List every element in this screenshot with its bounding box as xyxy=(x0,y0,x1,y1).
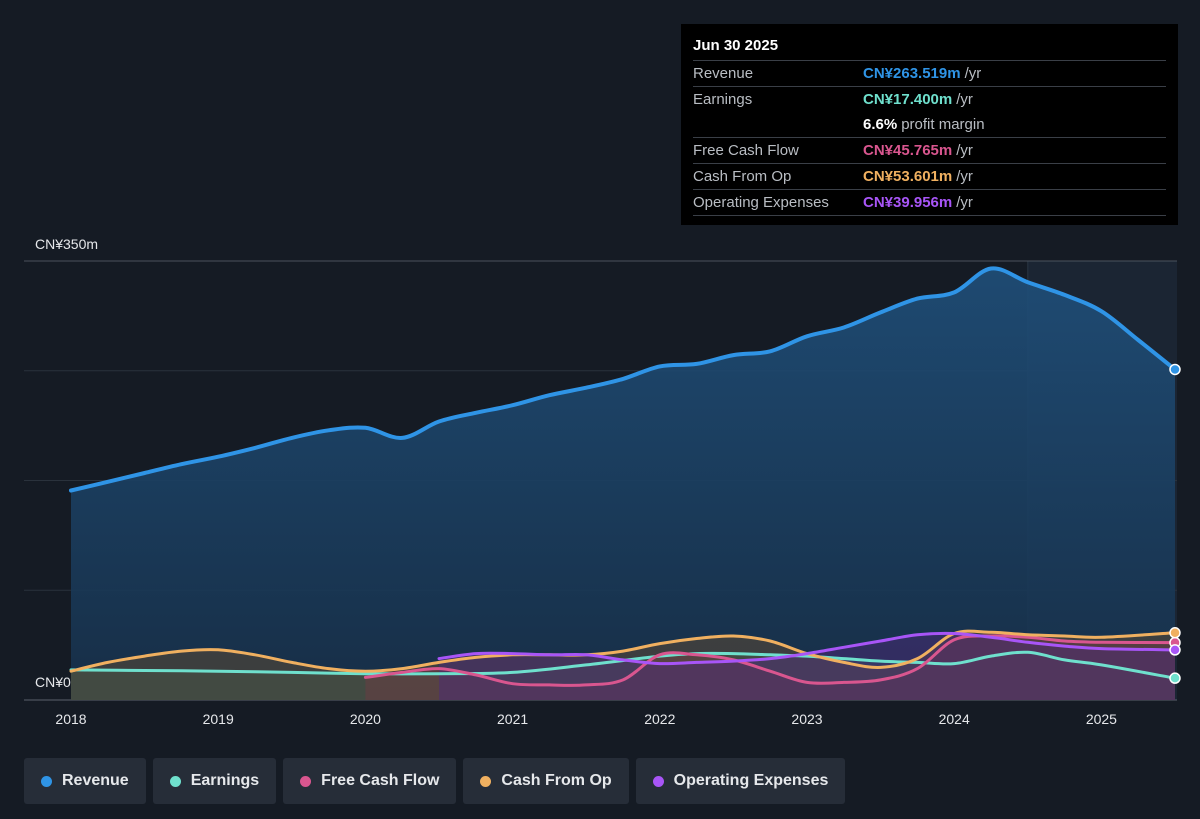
tooltip-row-earnings: Earnings CN¥17.400m /yr xyxy=(693,86,1166,112)
x-tick-label: 2018 xyxy=(55,711,86,727)
revenue-line xyxy=(69,266,1177,493)
operating-expenses-line xyxy=(437,631,1177,666)
legend: Revenue Earnings Free Cash Flow Cash Fro… xyxy=(24,758,846,804)
legend-label: Earnings xyxy=(190,772,260,789)
tooltip-unit: /yr xyxy=(956,194,973,211)
tooltip-date: Jun 30 2025 xyxy=(693,37,779,54)
legend-item-operating-expenses[interactable]: Operating Expenses xyxy=(635,758,846,804)
tooltip-value: CN¥53.601m xyxy=(863,168,953,185)
x-tick-label: 2025 xyxy=(1086,711,1117,727)
legend-dot-icon xyxy=(480,775,492,787)
x-tick-label: 2022 xyxy=(644,711,675,727)
free-cash-flow-line xyxy=(363,634,1177,687)
legend-label: Cash From Op xyxy=(501,772,612,789)
legend-item-cash-from-op[interactable]: Cash From Op xyxy=(463,758,629,804)
tooltip-label: Operating Expenses xyxy=(693,194,829,211)
x-tick-label: 2021 xyxy=(497,711,528,727)
tooltip-label: Earnings xyxy=(693,91,753,108)
legend-item-earnings[interactable]: Earnings xyxy=(152,758,277,804)
tooltip-unit: /yr xyxy=(964,65,982,82)
tooltip-unit: /yr xyxy=(956,142,973,159)
tooltip-value: CN¥263.519m xyxy=(863,65,961,82)
tooltip-panel: Jun 30 2025 Revenue CN¥263.519m /yr Earn… xyxy=(681,24,1178,225)
tooltip-row-free-cash-flow: Free Cash Flow CN¥45.765m /yr xyxy=(693,137,1166,163)
earnings-line xyxy=(69,650,1177,680)
x-tick-label: 2020 xyxy=(350,711,381,727)
x-tick-label: 2023 xyxy=(791,711,822,727)
revenue-area xyxy=(71,268,1175,700)
cash-from-op-end-marker xyxy=(1169,627,1181,639)
operating-expenses-end-marker xyxy=(1169,644,1181,656)
tooltip-label: Free Cash Flow xyxy=(693,142,799,159)
tooltip-row-operating-expenses: Operating Expenses CN¥39.956m /yr xyxy=(693,189,1166,216)
x-tick-label: 2024 xyxy=(939,711,970,727)
legend-dot-icon xyxy=(300,775,312,787)
y-axis-zero-label: CN¥0 xyxy=(35,674,71,690)
tooltip-row-profit-margin: 6.6% profit margin xyxy=(693,112,1166,137)
legend-item-free-cash-flow[interactable]: Free Cash Flow xyxy=(283,758,457,804)
tooltip-row-cash-from-op: Cash From Op CN¥53.601m /yr xyxy=(693,163,1166,189)
tooltip-unit: profit margin xyxy=(901,116,985,133)
legend-item-revenue[interactable]: Revenue xyxy=(24,758,146,804)
tooltip-unit: /yr xyxy=(956,168,973,185)
legend-dot-icon xyxy=(652,775,664,787)
revenue-end-marker xyxy=(1169,363,1181,376)
legend-label: Revenue xyxy=(62,772,129,789)
operating-expenses-area xyxy=(439,633,1175,700)
earnings-end-marker xyxy=(1169,672,1181,684)
tooltip-row-revenue: Revenue CN¥263.519m /yr xyxy=(693,60,1166,86)
tooltip-label: Revenue xyxy=(693,65,754,82)
legend-dot-icon xyxy=(169,775,181,787)
x-tick-label: 2019 xyxy=(203,711,234,727)
legend-label: Operating Expenses xyxy=(673,772,829,789)
tooltip-value: CN¥45.765m xyxy=(863,142,953,159)
y-axis-top-label: CN¥350m xyxy=(35,236,98,252)
legend-label: Free Cash Flow xyxy=(321,772,440,789)
tooltip-value: CN¥17.400m xyxy=(863,91,953,108)
tooltip-label: Cash From Op xyxy=(693,168,792,185)
tooltip-value: CN¥39.956m xyxy=(863,194,953,211)
tooltip-unit: /yr xyxy=(956,91,973,108)
tooltip-value: 6.6% xyxy=(863,116,898,133)
legend-dot-icon xyxy=(41,775,52,787)
cash-from-op-line xyxy=(69,629,1177,673)
